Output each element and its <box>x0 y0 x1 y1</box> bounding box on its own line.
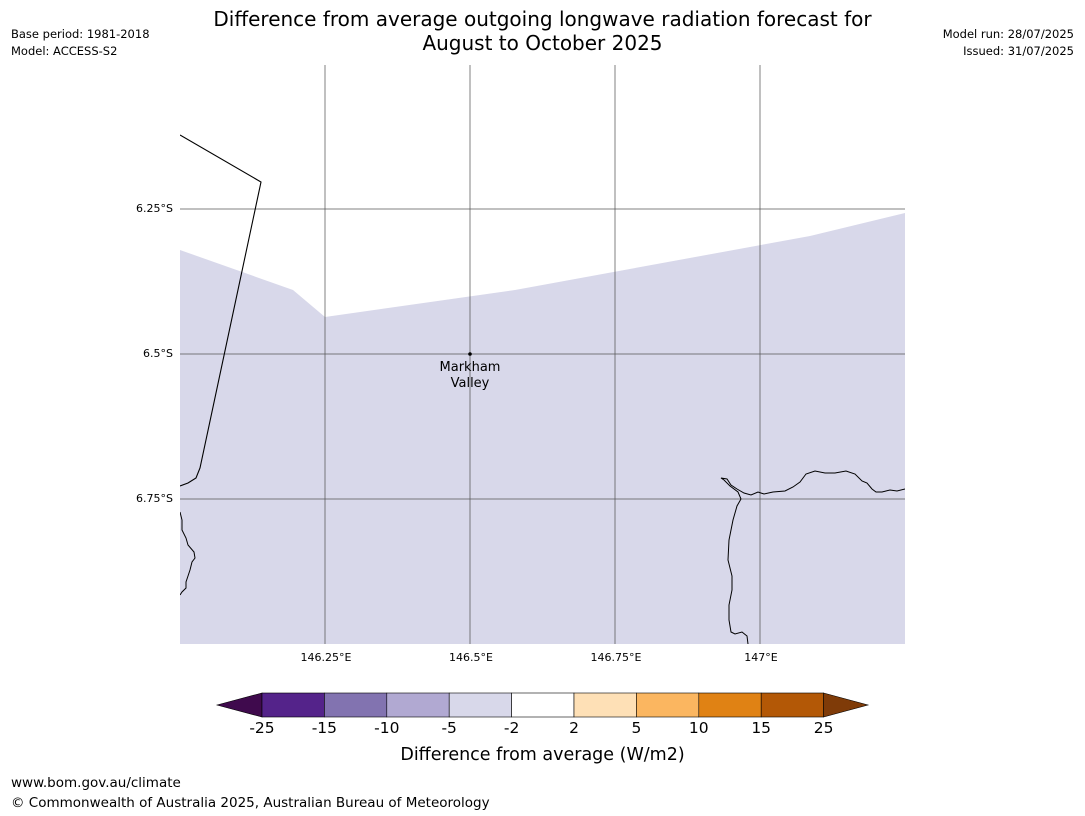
colorbar-bin <box>760 692 824 718</box>
colorbar-tick: -25 <box>249 719 275 737</box>
colorbar-bin <box>698 692 762 718</box>
colorbar-label: Difference from average (W/m2) <box>400 745 685 765</box>
colorbar-extend-high <box>823 692 870 718</box>
footer-url[interactable]: www.bom.gov.au/climate <box>11 775 181 791</box>
colorbar-tick: 10 <box>688 719 709 737</box>
place-label-line-2: Valley <box>450 376 490 391</box>
lat-label-650: 6.5°S <box>143 347 173 360</box>
base-period: Base period: 1981-2018 <box>11 27 150 41</box>
colorbar-bin <box>324 692 388 718</box>
lat-label-675: 6.75°S <box>136 492 173 505</box>
forecast-anomaly-region <box>180 213 905 644</box>
colorbar-extend-low <box>215 692 263 718</box>
map-title: Difference from average outgoing longwav… <box>0 7 1085 55</box>
colorbar-bin <box>386 692 450 718</box>
place-label: Markham Valley <box>425 360 515 392</box>
place-marker <box>468 352 472 356</box>
colorbar-bin <box>511 692 575 718</box>
colorbar-tick: 2 <box>569 719 579 737</box>
lat-label-625: 6.25°S <box>136 202 173 215</box>
coastline-east <box>720 470 905 644</box>
border-line <box>180 134 262 487</box>
colorbar <box>215 692 870 718</box>
colorbar-tick: 25 <box>813 719 834 737</box>
colorbar-tick: -5 <box>441 719 457 737</box>
place-label-line-1: Markham <box>439 360 501 375</box>
model-name: Model: ACCESS-S2 <box>11 44 118 58</box>
meta-right: Model run: 28/07/2025 Issued: 31/07/2025 <box>943 26 1074 60</box>
colorbar-tick: 15 <box>751 719 772 737</box>
colorbar-bin <box>261 692 325 718</box>
colorbar-tick: -15 <box>311 719 338 737</box>
colorbar-bin <box>573 692 637 718</box>
issued-date: Issued: 31/07/2025 <box>963 44 1074 58</box>
lon-label-147: 147°E <box>744 651 778 664</box>
meta-left: Base period: 1981-2018 Model: ACCESS-S2 <box>11 26 150 60</box>
colorbar-tick: 5 <box>631 719 642 737</box>
colorbar-tick: -2 <box>503 719 520 737</box>
colorbar-bin <box>448 692 512 718</box>
lon-label-1465: 146.5°E <box>449 651 493 664</box>
title-line-2: August to October 2025 <box>422 31 663 55</box>
colorbar-bin <box>636 692 700 718</box>
coastline-west <box>180 511 196 596</box>
lon-label-14625: 146.25°E <box>300 651 352 664</box>
title-line-1: Difference from average outgoing longwav… <box>213 7 872 31</box>
lon-label-14675: 146.75°E <box>590 651 642 664</box>
map-gridlines <box>180 65 905 644</box>
model-run: Model run: 28/07/2025 <box>942 27 1074 41</box>
footer-copyright: © Commonwealth of Australia 2025, Austra… <box>11 795 490 811</box>
colorbar-tick: -10 <box>374 719 400 737</box>
